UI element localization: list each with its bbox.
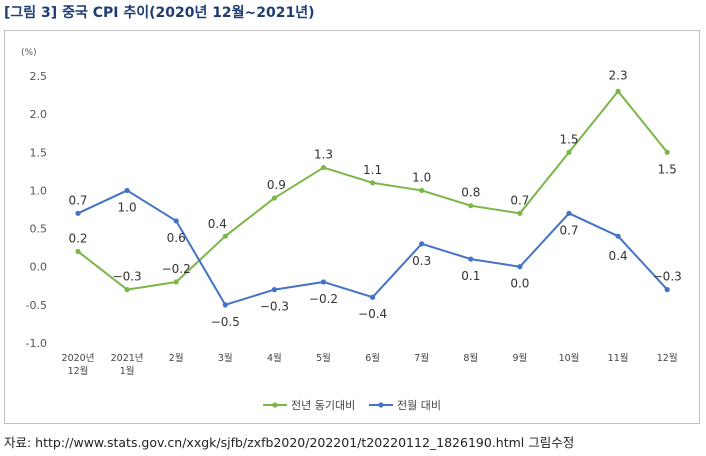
x-tick-label: 3월	[218, 352, 233, 364]
data-point	[468, 203, 474, 209]
data-point	[566, 149, 572, 155]
y-tick-label: 1.0	[30, 184, 48, 197]
data-label: 0.7	[559, 223, 578, 237]
data-point	[664, 287, 670, 293]
legend-marker-2	[378, 402, 384, 408]
y-tick-label: -1.0	[26, 337, 47, 350]
source-note: 자료: http://www.stats.gov.cn/xxgk/sjfb/zx…	[4, 435, 575, 450]
data-point	[664, 149, 670, 155]
data-point	[222, 233, 228, 239]
y-tick-label: 1.5	[30, 146, 48, 159]
legend-label-2: 전월 대비	[397, 399, 441, 412]
data-label: 0.4	[208, 217, 227, 231]
x-tick-label: 8월	[463, 352, 478, 364]
data-label: 1.5	[658, 162, 677, 176]
data-point	[419, 241, 425, 247]
data-label: −0.3	[113, 270, 142, 284]
chart-container: (%) 2.5 2.0 1.5 1.0 0.5 0.0 -0.5 -1.0 2020년 12월 202…	[4, 30, 700, 424]
data-label: −0.5	[211, 315, 240, 329]
data-label: 0.8	[461, 186, 480, 200]
data-label: 0.2	[68, 231, 87, 245]
data-point	[75, 210, 81, 216]
data-point	[615, 233, 621, 239]
data-label: 1.5	[559, 132, 578, 146]
data-point	[173, 279, 179, 285]
data-point	[222, 302, 228, 308]
series-line-2	[77, 189, 668, 306]
x-tick-label: 7월	[414, 352, 429, 364]
series-line-1	[77, 90, 668, 291]
figure-title: [그림 3] 중국 CPI 추이(2020년 12월~2021년)	[4, 2, 315, 22]
x-tick-label: 9월	[513, 352, 528, 364]
figure-number: [그림 3]	[4, 5, 58, 21]
data-label: 2.3	[609, 68, 628, 82]
data-label: 0.7	[68, 193, 87, 207]
data-point	[271, 287, 277, 293]
x-tick-label: 4월	[267, 352, 282, 364]
data-point	[320, 164, 327, 171]
data-point	[615, 88, 621, 94]
cpi-line-chart: (%) 2.5 2.0 1.5 1.0 0.5 0.0 -0.5 -1.0 2020년 12월 202…	[21, 48, 682, 412]
y-tick-label: 2.0	[30, 108, 48, 121]
figure-title-text: 중국 CPI 추이(2020년 12월~2021년)	[62, 5, 315, 21]
y-tick-label: 0.5	[30, 223, 48, 236]
data-label: 1.0	[412, 170, 431, 184]
data-point	[173, 218, 179, 224]
data-point	[566, 210, 572, 216]
x-tick-label: 2020년 12월	[62, 353, 95, 377]
x-tick-label: 2021년 1월	[111, 353, 144, 377]
data-point	[124, 287, 130, 293]
y-tick-label: 0.0	[30, 261, 48, 274]
data-point	[271, 195, 277, 201]
x-tick-label: 12월	[657, 352, 678, 364]
data-point	[468, 256, 474, 262]
x-tick-label: 10월	[559, 352, 580, 364]
data-label: 0.1	[461, 269, 480, 283]
data-label: −0.2	[162, 262, 191, 276]
data-label: −0.4	[358, 307, 387, 321]
data-label: 0.6	[167, 231, 186, 245]
data-point	[370, 294, 376, 300]
x-tick-label: 5월	[316, 352, 331, 364]
x-tick-label: 2월	[169, 352, 184, 364]
data-point	[419, 187, 425, 194]
data-label: −0.3	[653, 270, 682, 284]
data-label: 0.4	[609, 249, 628, 263]
y-tick-label: 2.5	[30, 70, 48, 83]
data-label: 1.3	[314, 148, 333, 162]
x-tick-label: 11월	[608, 352, 629, 364]
data-point	[517, 210, 523, 216]
legend-marker-1	[272, 402, 278, 408]
data-label: 0.9	[267, 178, 286, 192]
x-tick-label: 6월	[365, 352, 380, 364]
data-point	[517, 264, 523, 270]
data-label: −0.2	[309, 292, 338, 306]
data-label: 1.1	[363, 163, 382, 177]
data-point	[75, 248, 81, 255]
data-label: −0.3	[260, 300, 289, 314]
data-point	[124, 187, 130, 194]
data-label: 0.7	[510, 193, 529, 207]
data-label: 0.0	[510, 277, 529, 291]
legend-label-1: 전년 동기대비	[291, 399, 355, 412]
data-label: 1.0	[118, 200, 137, 214]
data-point	[320, 279, 327, 285]
y-tick-label: -0.5	[26, 299, 47, 312]
data-label: 0.3	[412, 254, 431, 268]
y-axis-unit-label: (%)	[21, 48, 37, 58]
data-point	[370, 180, 376, 186]
